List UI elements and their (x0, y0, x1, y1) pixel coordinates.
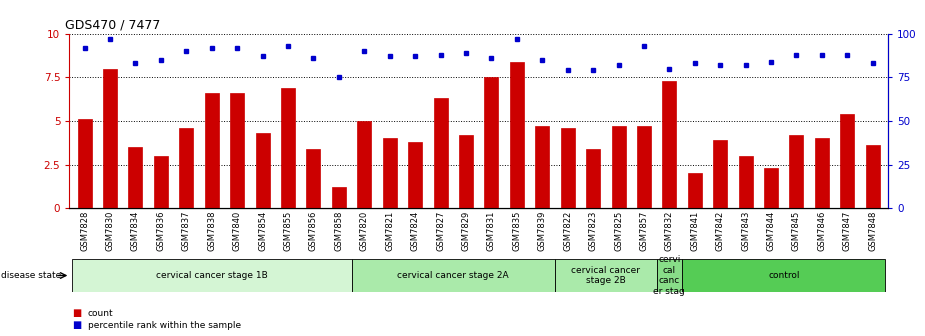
Bar (555, 259, 657, 292)
Bar (459, 135, 473, 208)
Text: GSM7837: GSM7837 (182, 211, 191, 251)
Text: GSM7857: GSM7857 (639, 211, 648, 251)
Bar (281, 88, 295, 208)
Bar (657, 259, 682, 292)
Bar (713, 140, 727, 208)
Text: GSM7846: GSM7846 (818, 211, 826, 251)
Bar (179, 128, 193, 208)
Text: GSM7841: GSM7841 (690, 211, 699, 251)
Text: ■: ■ (72, 320, 81, 330)
Bar (840, 114, 855, 208)
Bar (332, 187, 346, 208)
Text: GSM7854: GSM7854 (258, 211, 267, 251)
Text: GSM7842: GSM7842 (716, 211, 724, 251)
Bar (204, 93, 218, 208)
Text: ■: ■ (72, 308, 81, 318)
Bar (230, 93, 244, 208)
Text: GSM7858: GSM7858 (334, 211, 343, 251)
Text: GSM7827: GSM7827 (436, 211, 445, 251)
Text: percentile rank within the sample: percentile rank within the sample (88, 321, 241, 330)
Text: GSM7834: GSM7834 (131, 211, 140, 251)
Bar (536, 126, 549, 208)
Text: GSM7830: GSM7830 (105, 211, 115, 251)
Bar (255, 133, 269, 208)
Bar (561, 128, 574, 208)
Text: GSM7829: GSM7829 (462, 211, 471, 251)
Bar (408, 142, 422, 208)
Text: GSM7835: GSM7835 (512, 211, 522, 251)
Text: control: control (768, 271, 799, 280)
Text: GSM7845: GSM7845 (792, 211, 801, 251)
Text: GSM7824: GSM7824 (411, 211, 420, 251)
Text: GSM7848: GSM7848 (869, 211, 877, 251)
Text: GSM7844: GSM7844 (767, 211, 775, 251)
Bar (306, 149, 320, 208)
Bar (764, 168, 778, 208)
Bar (815, 138, 829, 208)
Text: cervi
cal
canc
er stag: cervi cal canc er stag (653, 255, 685, 296)
Bar (352, 259, 555, 292)
Bar (485, 77, 499, 208)
Text: count: count (88, 309, 114, 318)
Text: GSM7836: GSM7836 (156, 211, 166, 251)
Text: GSM7840: GSM7840 (233, 211, 241, 251)
Text: GSM7823: GSM7823 (588, 211, 598, 251)
Text: cervical cancer stage 1B: cervical cancer stage 1B (156, 271, 267, 280)
Text: GSM7828: GSM7828 (80, 211, 89, 251)
Bar (357, 121, 371, 208)
Text: cervical cancer
stage 2B: cervical cancer stage 2B (572, 266, 640, 285)
Text: GSM7838: GSM7838 (207, 211, 216, 251)
Text: cervical cancer stage 2A: cervical cancer stage 2A (398, 271, 509, 280)
Text: GDS470 / 7477: GDS470 / 7477 (66, 18, 161, 31)
Text: GSM7821: GSM7821 (385, 211, 394, 251)
Bar (78, 119, 92, 208)
Bar (611, 126, 625, 208)
Text: GSM7847: GSM7847 (843, 211, 852, 251)
Text: GSM7822: GSM7822 (563, 211, 573, 251)
Text: GSM7843: GSM7843 (741, 211, 750, 251)
Text: disease state: disease state (1, 271, 61, 280)
Bar (739, 156, 753, 208)
Bar (383, 138, 397, 208)
Bar (688, 173, 702, 208)
Text: GSM7839: GSM7839 (537, 211, 547, 251)
Text: GSM7820: GSM7820 (360, 211, 369, 251)
Bar (510, 61, 524, 208)
Bar (682, 259, 885, 292)
Bar (637, 126, 651, 208)
Text: GSM7832: GSM7832 (665, 211, 673, 251)
Bar (72, 259, 352, 292)
Text: GSM7831: GSM7831 (487, 211, 496, 251)
Bar (154, 156, 168, 208)
Bar (129, 147, 142, 208)
Bar (866, 145, 880, 208)
Bar (662, 81, 676, 208)
Bar (103, 69, 117, 208)
Bar (789, 135, 804, 208)
Text: GSM7856: GSM7856 (309, 211, 318, 251)
Text: GSM7855: GSM7855 (284, 211, 292, 251)
Bar (586, 149, 600, 208)
Text: GSM7825: GSM7825 (614, 211, 623, 251)
Bar (434, 98, 448, 208)
